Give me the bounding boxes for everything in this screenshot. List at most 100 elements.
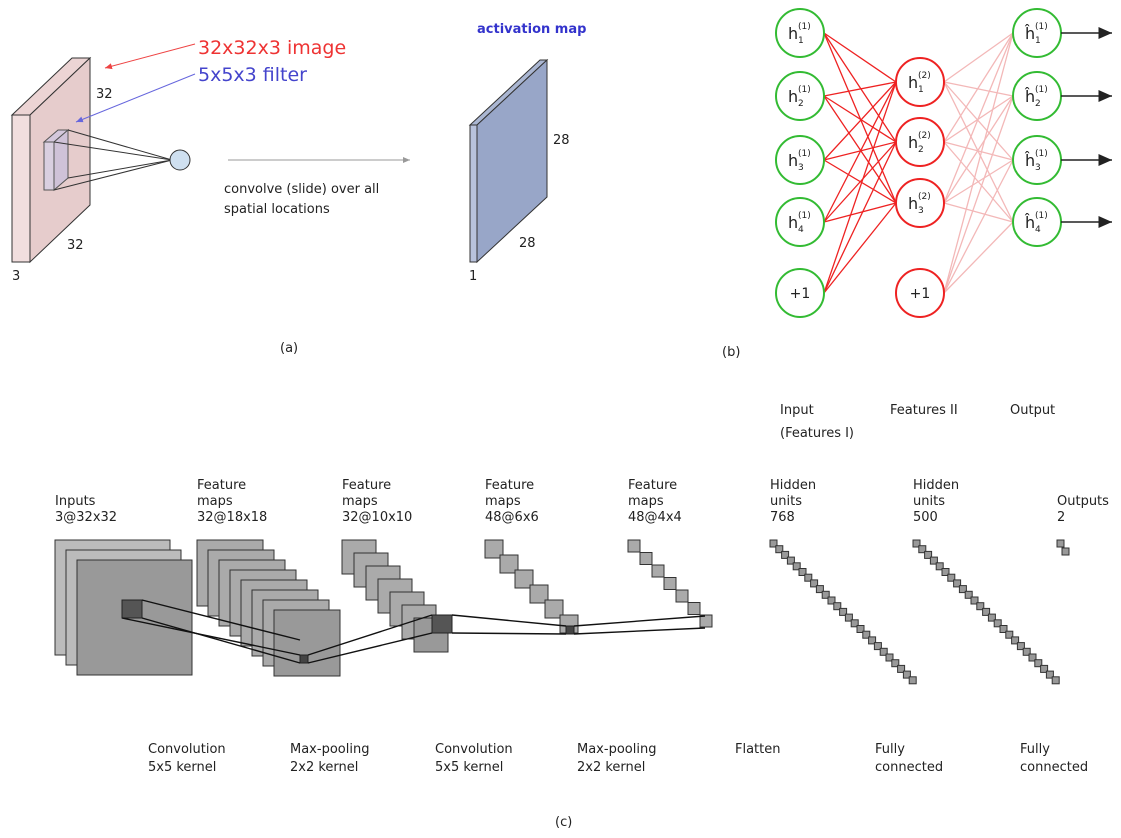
feature-map [688, 603, 700, 615]
neuron-label-sup: (1) [1035, 211, 1048, 221]
operation-label: 2x2 kernel [290, 760, 358, 775]
neuron [776, 72, 824, 120]
image-label: 32x32x3 image [198, 37, 346, 59]
feature-map [1052, 677, 1059, 684]
layer-label: Outputs [1057, 494, 1109, 509]
operation-label: Fully [1020, 742, 1050, 757]
filter-side [44, 142, 54, 190]
neuron-label-sup: (2) [918, 131, 931, 141]
operation-label: connected [1020, 760, 1088, 775]
group-label: Features II [890, 403, 958, 418]
kernel-patch [300, 655, 308, 663]
layer-label: 2 [1057, 510, 1065, 525]
input-height: 32 [96, 87, 113, 102]
edge-layer2 [944, 160, 1013, 293]
group-label: (Features I) [780, 426, 854, 441]
output-depth: 1 [469, 269, 477, 284]
connection [452, 633, 566, 634]
group-label: Output [1010, 403, 1055, 418]
neuron-label-sub: 4 [798, 225, 804, 235]
edge-layer2 [944, 96, 1013, 203]
layer-label: 768 [770, 510, 795, 525]
neuron-label-sub: 1 [918, 85, 924, 95]
layer-label: Hidden [770, 478, 816, 493]
edge-layer2 [944, 142, 1013, 160]
layer-label: 32@18x18 [197, 510, 267, 525]
output-height: 28 [553, 133, 570, 148]
caption: (b) [722, 345, 740, 360]
layer-label: maps [628, 494, 664, 509]
neuron-label: h [908, 133, 918, 152]
feature-map [628, 540, 640, 552]
feature-map [640, 553, 652, 565]
feature-map [664, 578, 676, 590]
figure: 32x32x3 image5x5x3 filter32323convolve (… [0, 0, 1121, 838]
operation-label: Convolution [148, 742, 226, 757]
layer-label: units [913, 494, 945, 509]
edge-layer2 [944, 203, 1013, 222]
bias-label: +1 [790, 286, 811, 302]
connection [574, 628, 705, 634]
layer-label: Hidden [913, 478, 959, 493]
convolve-text: convolve (slide) over all [224, 182, 379, 197]
layer-label: 500 [913, 510, 938, 525]
feature-map [909, 677, 916, 684]
neuron-label: ĥ [1024, 213, 1035, 232]
neuron-label-sup: (1) [798, 211, 811, 221]
operation-label: Convolution [435, 742, 513, 757]
neuron-label-sup: (1) [1035, 149, 1048, 159]
kernel-patch [432, 615, 452, 633]
edge-layer2 [944, 33, 1013, 293]
activation-side [470, 125, 477, 262]
neuron-label-sub: 1 [798, 36, 804, 46]
neuron-label-sub: 1 [1035, 36, 1041, 46]
neuron-label-sub: 3 [798, 163, 804, 173]
neuron-label-sup: (2) [918, 71, 931, 81]
image-arrow [105, 44, 195, 68]
edge-layer2 [944, 222, 1013, 293]
caption: (a) [280, 341, 298, 356]
layer-label: Feature [342, 478, 391, 493]
neuron [776, 198, 824, 246]
neuron-label-sup: (1) [798, 85, 811, 95]
neuron-label-sub: 3 [918, 206, 924, 216]
operation-label: 5x5 kernel [435, 760, 503, 775]
neuron-label: h [788, 213, 798, 232]
neuron-label-sup: (1) [1035, 22, 1048, 32]
layer-label: Feature [485, 478, 534, 493]
neuron [1013, 72, 1061, 120]
filter-arrow [76, 74, 195, 122]
feature-map [1057, 540, 1064, 547]
input-width: 32 [67, 238, 84, 253]
neuron-label-sup: (1) [1035, 85, 1048, 95]
feature-map [274, 610, 340, 676]
input-depth: 3 [12, 269, 20, 284]
neuron-label: h [908, 73, 918, 92]
neuron-label: h [788, 24, 798, 43]
neuron-label: ĥ [1024, 87, 1035, 106]
operation-label: Max-pooling [290, 742, 369, 757]
operation-label: 5x5 kernel [148, 760, 216, 775]
neuron-label: h [908, 194, 918, 213]
layer-label: 3@32x32 [55, 510, 117, 525]
layer-label: 48@6x6 [485, 510, 539, 525]
input-volume-side [12, 115, 30, 262]
group-label: Input [780, 403, 814, 418]
neuron-label: ĥ [1024, 24, 1035, 43]
neuron-label-sub: 4 [1035, 225, 1041, 235]
layer-label: maps [485, 494, 521, 509]
layer-label: units [770, 494, 802, 509]
neuron-label-sup: (1) [798, 22, 811, 32]
layer-label: Feature [628, 478, 677, 493]
operation-label: Max-pooling [577, 742, 656, 757]
edge-layer2 [944, 160, 1013, 203]
kernel-patch [122, 600, 142, 618]
operation-label: connected [875, 760, 943, 775]
neuron [1013, 198, 1061, 246]
operation-label: 2x2 kernel [577, 760, 645, 775]
neuron [896, 58, 944, 106]
output-width: 28 [519, 236, 536, 251]
neuron [896, 179, 944, 227]
neuron-label: ĥ [1024, 151, 1035, 170]
caption: (c) [555, 815, 572, 830]
